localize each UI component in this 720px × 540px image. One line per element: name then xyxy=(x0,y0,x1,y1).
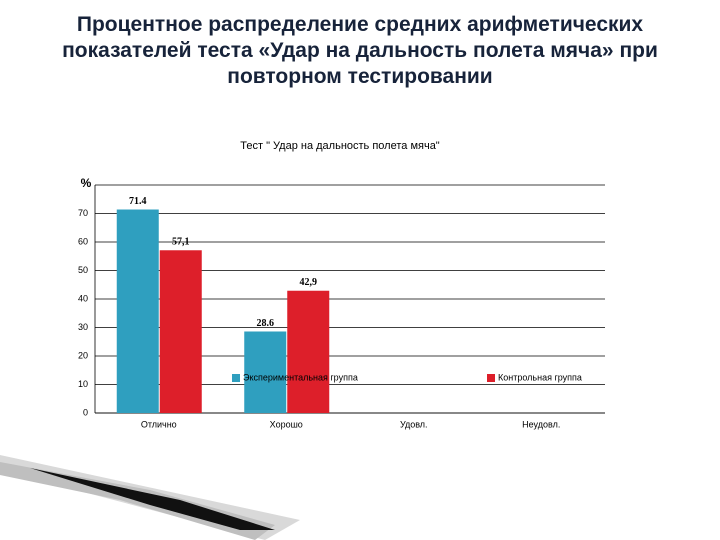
y-tick-label: 50 xyxy=(78,265,88,275)
x-tick-label: Хорошо xyxy=(270,419,303,429)
legend-swatch xyxy=(487,374,495,382)
y-tick-label: 40 xyxy=(78,293,88,303)
bar xyxy=(116,209,159,413)
decoration xyxy=(30,468,275,530)
y-axis-label: % xyxy=(81,176,92,190)
x-tick-label: Отлично xyxy=(141,419,177,429)
legend-swatch xyxy=(232,374,240,382)
value-label: 28.6 xyxy=(257,318,275,329)
y-tick-label: 60 xyxy=(78,236,88,246)
chart-title: Тест " Удар на дальность полета мяча" xyxy=(240,140,440,152)
x-tick-label: Удовл. xyxy=(400,419,428,429)
x-tick-label: Неудовл. xyxy=(522,419,560,429)
y-tick-label: 0 xyxy=(83,407,88,417)
bar xyxy=(244,331,287,413)
y-tick-label: 30 xyxy=(78,322,88,332)
y-tick-label: 20 xyxy=(78,350,88,360)
legend-label: Экспериментальная группа xyxy=(243,372,358,382)
y-tick-label: 10 xyxy=(78,379,88,389)
bar xyxy=(159,250,202,413)
legend-label: Контрольная группа xyxy=(498,372,582,382)
bar xyxy=(287,290,330,413)
value-label: 57,1 xyxy=(172,237,190,248)
slide-title: Процентное распределение средних арифмет… xyxy=(62,13,658,88)
value-label: 42,9 xyxy=(300,277,318,288)
value-label: 71.4 xyxy=(129,196,147,207)
y-tick-label: 70 xyxy=(78,208,88,218)
